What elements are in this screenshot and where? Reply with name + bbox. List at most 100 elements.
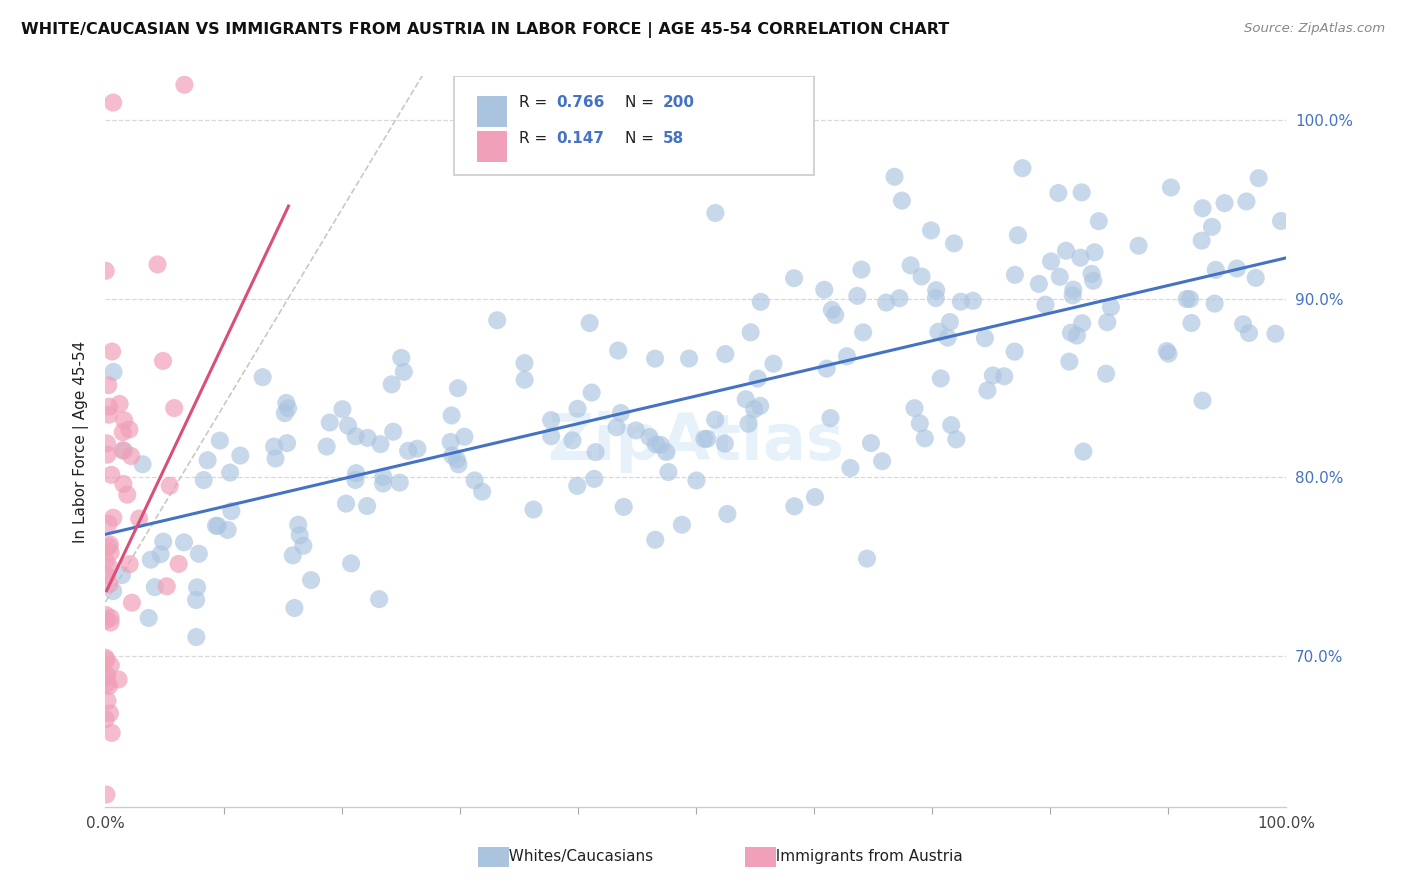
Point [319,416,342,430]
Point [839,461,862,475]
Point [1178,292,1201,306]
Point [139,552,162,566]
Point [925,283,948,297]
Point [96,448,118,462]
Point [824,308,846,322]
Point [1204,296,1226,310]
Point [288,528,311,542]
Point [276,436,298,450]
Point [1004,344,1026,359]
Point [94,553,117,567]
Point [332,402,354,417]
Point [1175,292,1198,306]
Point [578,316,600,330]
Point [1270,214,1292,228]
Point [344,429,367,443]
Point [108,397,131,411]
Point [900,258,922,272]
Point [1083,245,1105,260]
Point [276,396,298,410]
Point [94,836,117,850]
Point [859,436,882,450]
Point [111,568,134,582]
Point [936,331,959,345]
Point [120,449,142,463]
Point [111,443,134,458]
Point [1066,328,1088,343]
Point [221,504,243,518]
Point [920,223,942,237]
Point [1040,254,1063,268]
Point [742,402,765,417]
Point [486,313,509,327]
Point [1234,194,1257,209]
Text: R =: R = [519,131,553,146]
Point [716,507,738,521]
Point [540,429,562,443]
Point [1128,238,1150,252]
Point [914,431,936,445]
Point [1087,214,1109,228]
Point [1080,267,1102,281]
Point [693,432,716,446]
Point [1004,268,1026,282]
Point [112,443,135,458]
Point [820,411,842,425]
Point [749,399,772,413]
Point [655,445,678,459]
Point [100,467,122,482]
Point [292,539,315,553]
Point [186,630,208,644]
Point [98,400,121,414]
Point [941,418,963,433]
Point [335,497,357,511]
Point [440,434,463,449]
Point [441,449,464,463]
Point [128,511,150,525]
Point [1160,180,1182,194]
Point [1073,444,1095,458]
Point [704,206,727,220]
Point [846,289,869,303]
Point [94,608,117,623]
Point [207,519,229,533]
Point [890,194,912,208]
Point [974,331,997,345]
Point [274,406,297,420]
Point [149,547,172,561]
Point [453,430,475,444]
Point [1099,300,1122,314]
FancyBboxPatch shape [454,76,814,175]
Point [373,470,395,484]
Text: 0.766: 0.766 [557,95,605,111]
Point [112,413,135,427]
Point [749,294,772,309]
Point [1201,219,1223,234]
Point [1062,288,1084,302]
Point [219,466,242,480]
Text: ZipAtlas: ZipAtlas [547,410,845,473]
Point [835,349,858,363]
Point [1226,261,1249,276]
Point [1047,186,1070,200]
Point [908,417,931,431]
Point [396,443,419,458]
Point [108,836,131,850]
Point [1097,315,1119,329]
Point [356,499,378,513]
Point [100,726,122,740]
Point [388,475,411,490]
Point [813,283,835,297]
Point [714,436,737,450]
Point [925,291,948,305]
Point [152,534,174,549]
Point [94,613,117,627]
Point [804,490,827,504]
Point [981,368,1004,383]
Point [173,535,195,549]
Point [851,262,873,277]
Point [821,302,844,317]
Point [1028,277,1050,291]
Text: Source: ZipAtlas.com: Source: ZipAtlas.com [1244,22,1385,36]
Point [103,510,125,524]
